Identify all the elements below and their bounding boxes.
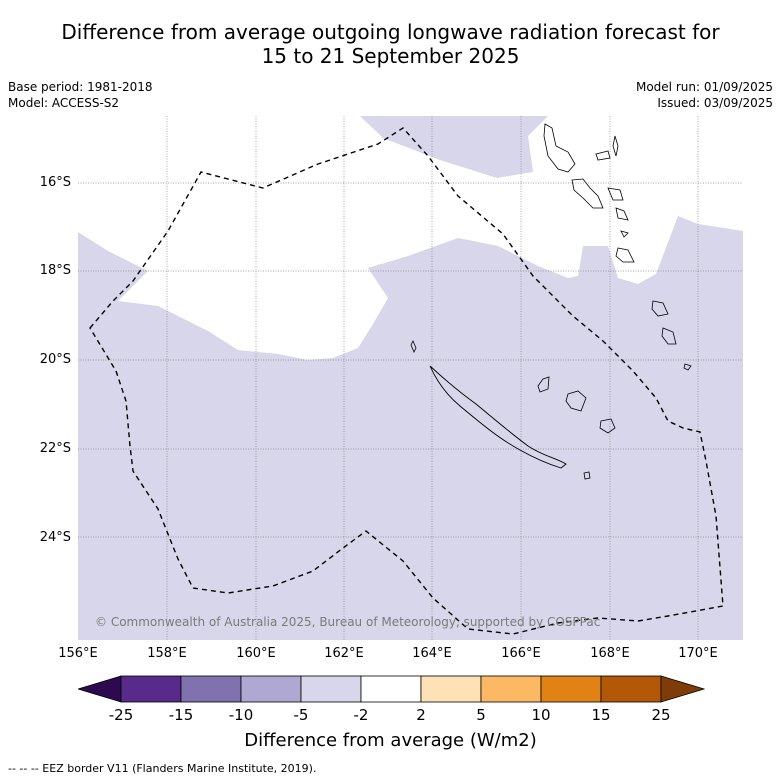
title-line-2: 15 to 21 September 2025 xyxy=(261,44,520,68)
issued-text: Issued: 03/09/2025 xyxy=(657,96,773,110)
meta-right: Model run: 01/09/2025 Issued: 03/09/2025 xyxy=(636,79,773,111)
lat-label-24s: 24°S xyxy=(39,530,71,545)
loyalty-island-lifou xyxy=(565,390,587,412)
base-period-text: Base period: 1981-2018 xyxy=(8,80,153,94)
colorbar-label-minus15: -15 xyxy=(168,706,194,724)
new-caledonia-island xyxy=(429,365,567,469)
copyright-text: © Commonwealth of Australia 2025, Bureau… xyxy=(95,615,600,629)
colorbar-label-15: 15 xyxy=(591,706,611,724)
lon-label-164e: 164°E xyxy=(412,646,452,661)
lat-label-16s: 16°S xyxy=(39,175,71,190)
lat-label-20s: 20°S xyxy=(39,352,71,367)
colorbar-label-minus2: -2 xyxy=(353,706,369,724)
lon-label-166e: 166°E xyxy=(501,646,541,661)
page-title: Difference from average outgoing longwav… xyxy=(0,20,781,68)
new-caledonia-northern-islet xyxy=(410,340,417,353)
colorbar-label-5: 5 xyxy=(476,706,486,724)
lon-label-162e: 162°E xyxy=(324,646,364,661)
colorbar-label-10: 10 xyxy=(531,706,551,724)
eez-legend-note: -- -- -- EEZ border V11 (Flanders Marine… xyxy=(8,762,317,775)
colorbar-segment-3 xyxy=(240,675,302,703)
colorbar-arrow-high xyxy=(660,675,705,703)
colorbar-segment-1 xyxy=(120,675,182,703)
colorbar-segment-5 xyxy=(360,675,422,703)
lon-label-170e: 170°E xyxy=(678,646,718,661)
isle-of-pines xyxy=(583,471,591,480)
colorbar-segment-7 xyxy=(480,675,542,703)
meta-left: Base period: 1981-2018 Model: ACCESS-S2 xyxy=(8,79,153,111)
colorbar-segment-6 xyxy=(420,675,482,703)
title-line-1: Difference from average outgoing longwav… xyxy=(61,20,720,44)
colorbar-segment-2 xyxy=(180,675,242,703)
colorbar-label-25: 25 xyxy=(651,706,671,724)
near-average-region xyxy=(78,116,743,360)
lat-label-18s: 18°S xyxy=(39,263,71,278)
model-run-text: Model run: 01/09/2025 xyxy=(635,80,773,94)
colorbar-label-minus10: -10 xyxy=(228,706,254,724)
grid-lines xyxy=(78,116,743,640)
colorbar-arrow-low xyxy=(78,675,122,703)
lon-label-156e: 156°E xyxy=(58,646,98,661)
colorbar-label-2: 2 xyxy=(416,706,426,724)
colorbar xyxy=(78,675,705,703)
model-text: Model: ACCESS-S2 xyxy=(8,96,120,110)
map-panel: © Commonwealth of Australia 2025, Bureau… xyxy=(78,116,743,640)
lat-label-22s: 22°S xyxy=(39,441,71,456)
colorbar-segment-8 xyxy=(540,675,602,703)
colorbar-label-minus25: -25 xyxy=(108,706,134,724)
vanuatu-islands xyxy=(543,123,692,371)
lon-label-158e: 158°E xyxy=(147,646,187,661)
colorbar-segment-9 xyxy=(600,675,662,703)
lon-label-160e: 160°E xyxy=(236,646,276,661)
loyalty-island-ouvea xyxy=(537,376,550,393)
colorbar-label-minus5: -5 xyxy=(293,706,309,724)
loyalty-island-mare xyxy=(599,418,616,434)
colorbar-title: Difference from average (W/m2) xyxy=(244,730,537,751)
lon-label-168e: 168°E xyxy=(590,646,630,661)
colorbar-segment-4 xyxy=(300,675,362,703)
